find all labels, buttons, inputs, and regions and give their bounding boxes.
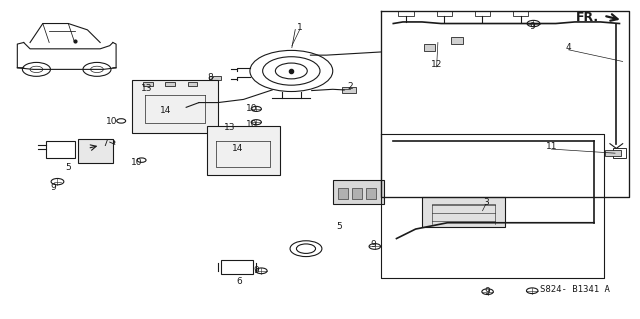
Bar bbox=[78, 139, 113, 163]
Bar bbox=[424, 44, 435, 51]
Bar bbox=[422, 197, 505, 227]
Text: 3: 3 bbox=[483, 198, 488, 207]
Text: 9: 9 bbox=[51, 183, 56, 192]
Bar bbox=[188, 82, 197, 85]
Text: 9: 9 bbox=[370, 241, 376, 249]
Text: 2: 2 bbox=[348, 82, 353, 91]
Text: 10: 10 bbox=[246, 104, 257, 113]
Bar bbox=[209, 76, 221, 80]
Bar bbox=[366, 188, 376, 199]
Bar bbox=[475, 11, 490, 16]
Bar bbox=[143, 82, 153, 85]
Text: 10: 10 bbox=[131, 158, 143, 167]
Text: 9: 9 bbox=[253, 266, 259, 275]
Text: S824- B1341 A: S824- B1341 A bbox=[540, 285, 610, 294]
Text: 10: 10 bbox=[106, 117, 117, 126]
Text: 8: 8 bbox=[207, 73, 213, 82]
Bar bbox=[605, 150, 621, 156]
Bar bbox=[451, 37, 463, 44]
Bar bbox=[342, 87, 356, 93]
Bar bbox=[207, 126, 280, 175]
Text: 12: 12 bbox=[431, 60, 442, 69]
Bar bbox=[513, 11, 529, 16]
Text: 5: 5 bbox=[336, 222, 342, 231]
Text: 10: 10 bbox=[246, 120, 257, 129]
Text: 5: 5 bbox=[65, 163, 71, 172]
Bar bbox=[46, 141, 75, 158]
Text: 7: 7 bbox=[102, 138, 108, 148]
Text: 11: 11 bbox=[545, 142, 557, 151]
Text: 14: 14 bbox=[160, 106, 172, 115]
Text: FR.: FR. bbox=[576, 11, 599, 24]
Bar bbox=[398, 11, 413, 16]
Bar bbox=[613, 148, 626, 158]
Text: 1: 1 bbox=[297, 23, 303, 32]
Bar bbox=[132, 80, 218, 133]
Text: 4: 4 bbox=[566, 43, 572, 52]
Text: 13: 13 bbox=[141, 84, 152, 93]
Bar bbox=[333, 180, 384, 204]
Bar bbox=[436, 11, 452, 16]
Bar bbox=[221, 260, 253, 274]
Text: 6: 6 bbox=[236, 277, 242, 286]
Bar bbox=[352, 188, 362, 199]
Bar bbox=[166, 82, 175, 85]
Text: 9: 9 bbox=[484, 287, 490, 296]
Bar bbox=[338, 188, 348, 199]
Text: 13: 13 bbox=[224, 123, 236, 132]
Text: 14: 14 bbox=[232, 144, 243, 153]
Text: 9: 9 bbox=[529, 22, 535, 31]
